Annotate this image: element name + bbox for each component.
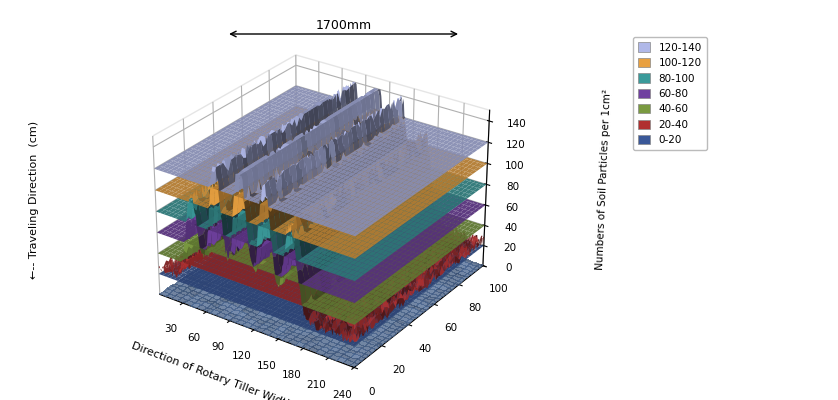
- Text: ←-- Traveling Direction  (cm): ←-- Traveling Direction (cm): [28, 121, 39, 279]
- Text: 1700mm: 1700mm: [316, 19, 371, 32]
- X-axis label: Direction of Rotary Tiller Width (cm): Direction of Rotary Tiller Width (cm): [130, 341, 322, 400]
- Legend: 120-140, 100-120, 80-100, 60-80, 40-60, 20-40, 0-20: 120-140, 100-120, 80-100, 60-80, 40-60, …: [633, 37, 707, 150]
